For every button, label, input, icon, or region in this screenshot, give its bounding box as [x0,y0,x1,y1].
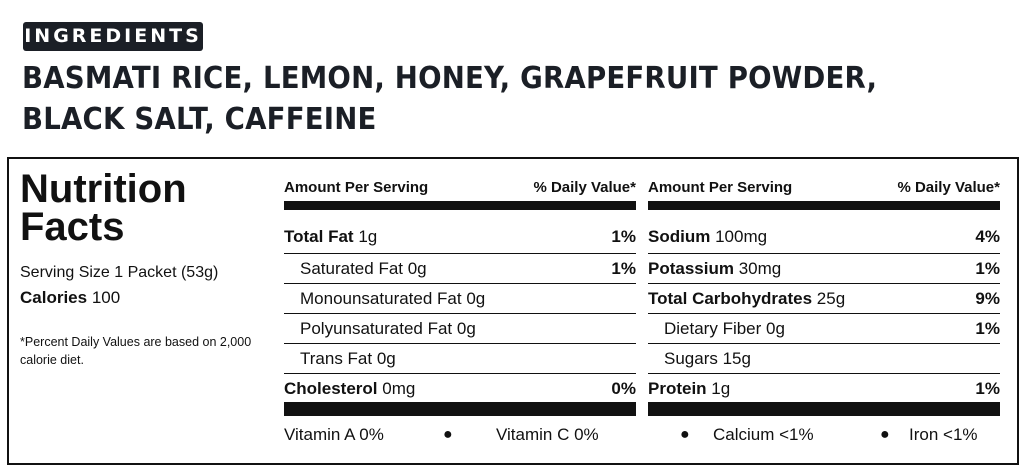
bullet-separator: ● [880,426,890,443]
nutrient-percent: 1% [975,319,1000,338]
bullet-separator: ● [443,426,453,443]
amount-per-serving-label: Amount Per Serving [648,179,793,196]
bullet-separator: ● [680,426,690,443]
title-line-2: Facts [20,205,125,249]
nutrient-percent: 1% [975,259,1000,278]
nutrient-amount: 1g [358,227,378,246]
nutrient-row-cholesterol: Cholesterol 0mg 0% [284,374,636,404]
nutrient-row-sugars: Sugars 15g [648,344,1000,374]
daily-value-label: % Daily Value* [533,179,636,196]
nutrient-percent: 4% [975,227,1000,246]
right-column-header: Amount Per Serving % Daily Value* [648,176,1000,200]
nutrient-percent: 0% [611,379,636,398]
nutrients-left-column: Amount Per Serving % Daily Value* Total … [284,176,636,404]
nutrient-percent: 1% [975,379,1000,398]
nutrition-facts-panel [7,157,1019,465]
nutrition-facts-title: Nutrition Facts [20,167,260,249]
nutrient-row-sodium: Sodium 100mg 4% [648,223,1000,254]
left-column-header: Amount Per Serving % Daily Value* [284,176,636,200]
nutrient-name: Trans Fat 0g [300,349,396,368]
nutrient-amount: 100mg [715,227,768,246]
calcium: Calcium <1% [713,425,814,444]
ingredients-badge: INGREDIENTS [23,22,203,51]
nutrient-name: Dietary Fiber 0g [664,319,785,338]
calories-label: Calories [20,288,88,307]
daily-value-label: % Daily Value* [897,179,1000,196]
nutrient-name: Saturated Fat 0g [300,259,427,278]
nutrient-name: Potassium [648,259,734,278]
serving-size: Serving Size 1 Packet (53g) [20,264,219,281]
amount-per-serving-label: Amount Per Serving [284,179,429,196]
daily-value-footnote: *Percent Daily Values are based on 2,000… [20,335,252,367]
nutrient-row-protein: Protein 1g 1% [648,374,1000,404]
nutrient-name: Protein [648,379,707,398]
title-line-1: Nutrition [20,167,187,211]
nutrient-name: Polyunsaturated Fat 0g [300,319,476,338]
nutrient-row-trans-fat: Trans Fat 0g [284,344,636,374]
nutrient-percent: 1% [611,227,636,246]
nutrient-row-saturated-fat: Saturated Fat 0g 1% [284,254,636,284]
thick-divider [648,201,1000,210]
nutrient-row-polyunsaturated-fat: Polyunsaturated Fat 0g [284,314,636,344]
nutrient-name: Total Carbohydrates [648,289,813,308]
thick-divider [284,201,636,210]
nutrient-percent: 9% [975,289,1000,308]
ingredients-line-1: BASMATI RICE, LEMON, HONEY, GRAPEFRUIT P… [22,61,878,96]
nutrient-name: Sodium [648,227,711,246]
iron: Iron <1% [909,425,978,444]
nutrient-name: Monounsaturated Fat 0g [300,289,486,308]
nutrient-row-total-fat: Total Fat 1g 1% [284,223,636,254]
nutrient-name: Sugars 15g [664,349,751,368]
nutrient-percent: 1% [611,259,636,278]
nutrient-row-total-carbohydrates: Total Carbohydrates 25g 9% [648,284,1000,314]
nutrient-amount: 25g [816,289,846,308]
nutrient-name: Total Fat [284,227,354,246]
nutrient-name: Cholesterol [284,379,378,398]
vitamin-c: Vitamin C 0% [496,425,599,444]
vitamin-a: Vitamin A 0% [284,425,384,444]
nutrient-amount: 30mg [738,259,782,278]
ingredients-list: BASMATI RICE, LEMON, HONEY, GRAPEFRUIT P… [22,58,905,140]
nutrients-right-column: Amount Per Serving % Daily Value* Sodium… [648,176,1000,404]
nutrient-amount: 0mg [382,379,416,398]
thick-divider-bottom-left [284,402,636,416]
calories-value: 100 [91,288,121,307]
thick-divider-bottom-right [648,402,1000,416]
nutrient-row-monounsaturated-fat: Monounsaturated Fat 0g [284,284,636,314]
nutrient-row-potassium: Potassium 30mg 1% [648,254,1000,284]
nutrient-row-dietary-fiber: Dietary Fiber 0g 1% [648,314,1000,344]
calories: Calories 100 [20,288,120,308]
nutrient-amount: 1g [711,379,731,398]
ingredients-line-2: BLACK SALT, CAFFEINE [22,102,377,137]
